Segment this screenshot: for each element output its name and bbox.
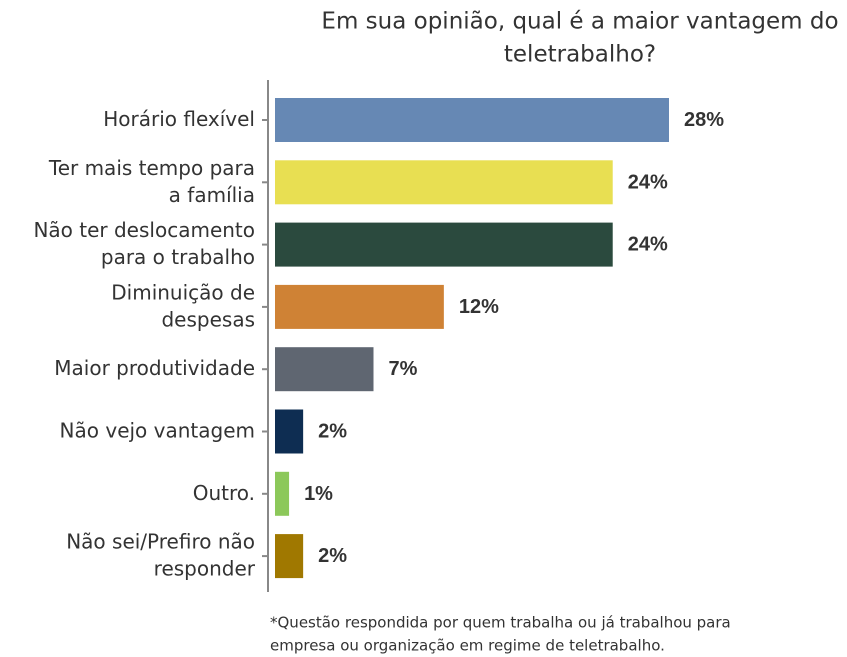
value-label: 24% <box>628 234 668 256</box>
category-label: Não vejo vantagem <box>60 418 255 442</box>
value-label: 24% <box>628 172 668 194</box>
bar <box>275 409 304 454</box>
chart-title: Em sua opinião, qual é a maior vantagem … <box>321 8 838 67</box>
bar <box>275 222 613 267</box>
category-label: Horário flexível <box>103 107 255 131</box>
value-label: 28% <box>684 109 724 131</box>
value-label: 1% <box>304 483 333 505</box>
bar <box>275 160 613 205</box>
value-label: 2% <box>318 421 347 443</box>
category-label: Outro. <box>193 480 255 504</box>
category-label: Maior produtividade <box>54 356 255 380</box>
category-label: Não sei/Prefiro não responder <box>66 529 256 580</box>
value-label: 7% <box>389 358 418 380</box>
bar <box>275 284 444 329</box>
value-label: 12% <box>459 296 499 318</box>
bar <box>275 534 304 579</box>
bar <box>275 471 290 516</box>
category-label: Não ter deslocamento para o trabalho <box>33 218 255 269</box>
bar <box>275 347 374 392</box>
footnote: *Questão respondida por quem trabalha ou… <box>270 613 731 654</box>
value-label: 2% <box>318 545 347 567</box>
category-label: Ter mais tempo para a família <box>48 155 255 206</box>
category-label: Diminuição de despesas <box>111 280 255 331</box>
bar <box>275 98 669 142</box>
